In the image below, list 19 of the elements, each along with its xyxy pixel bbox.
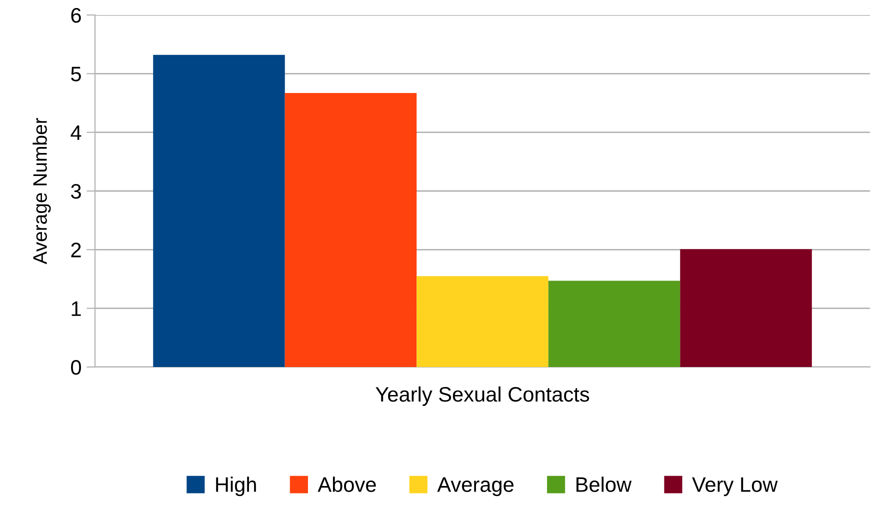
legend-label: Above bbox=[318, 476, 376, 492]
x-tick-label: Yearly Sexual Contacts bbox=[376, 386, 590, 406]
y-tick-label: 6 bbox=[71, 8, 81, 23]
legend-label: Average bbox=[437, 477, 514, 496]
bar bbox=[153, 54, 285, 367]
bar bbox=[680, 249, 812, 367]
bar bbox=[284, 93, 417, 367]
y-tick-label: 3 bbox=[71, 184, 81, 199]
legend-label: Below bbox=[576, 476, 632, 492]
y-tick-label: 2 bbox=[71, 242, 81, 258]
y-tick-label: 5 bbox=[71, 66, 81, 82]
bar bbox=[416, 276, 548, 367]
y-tick-label: 1 bbox=[72, 302, 81, 316]
legend-label: Very Low bbox=[692, 477, 778, 496]
y-tick-label: 0 bbox=[71, 360, 81, 375]
bar bbox=[548, 280, 680, 367]
y-tick-label: 4 bbox=[70, 126, 82, 140]
y-axis-title: Average Number bbox=[32, 118, 51, 264]
legend-label: High bbox=[216, 476, 256, 496]
